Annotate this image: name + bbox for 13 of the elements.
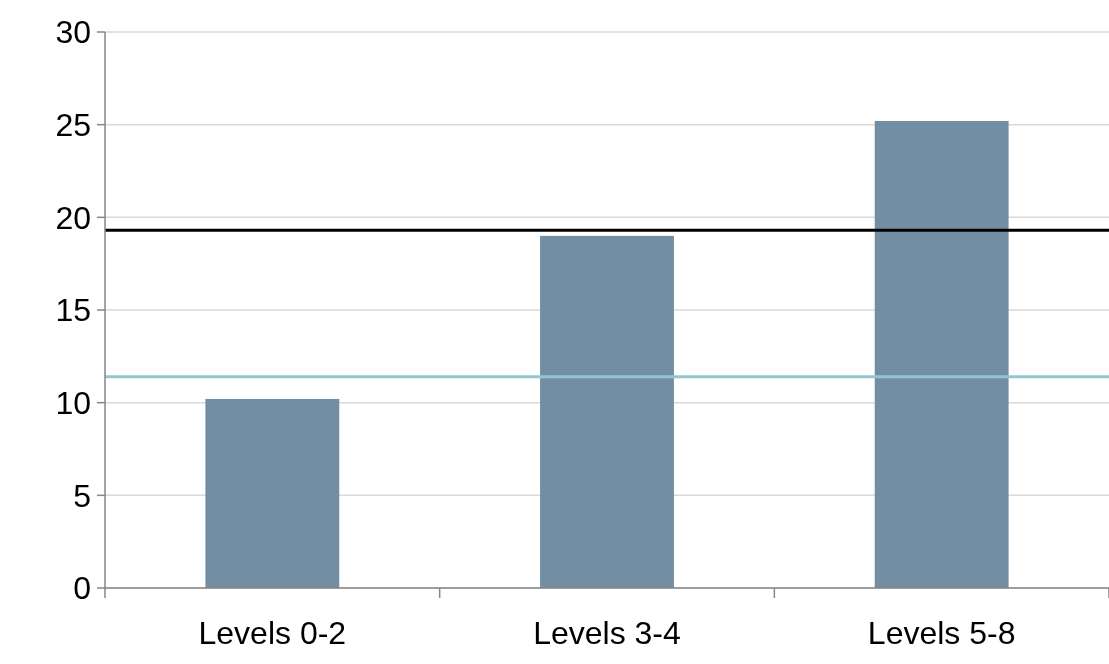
bar xyxy=(205,398,340,588)
y-tick-label: 30 xyxy=(55,14,91,51)
y-tick-label: 15 xyxy=(55,292,91,329)
y-tick-label: 20 xyxy=(55,199,91,236)
x-tick-label: Levels 5-8 xyxy=(867,615,1016,651)
y-tick-label: 10 xyxy=(55,384,91,421)
y-tick-label: 25 xyxy=(55,106,91,143)
bar xyxy=(540,235,674,588)
bar xyxy=(874,120,1009,588)
x-tick-label: Levels 0-2 xyxy=(198,615,347,651)
x-tick-label: Levels 3-4 xyxy=(533,615,681,651)
y-tick-label: 0 xyxy=(73,570,91,607)
y-tick-label: 5 xyxy=(73,477,91,514)
